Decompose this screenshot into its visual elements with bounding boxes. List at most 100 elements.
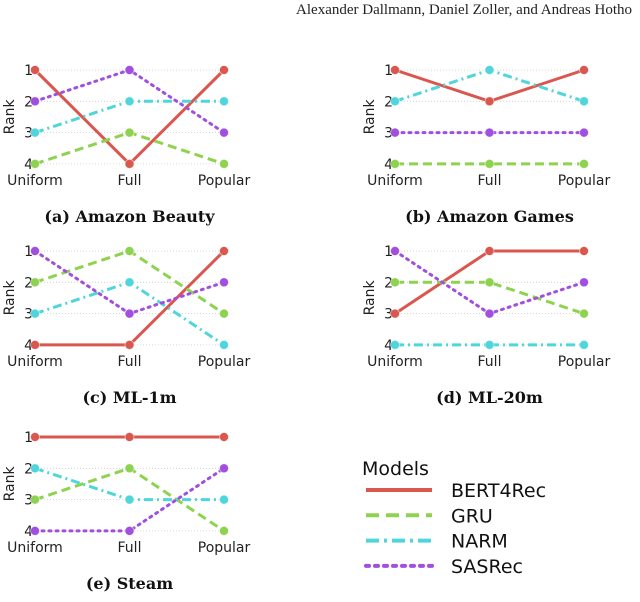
x-tick-label: Popular — [198, 173, 251, 189]
y-tick-label: 4 — [384, 157, 393, 173]
data-point-bert4rec — [30, 432, 40, 442]
chart-panel: 1 2 3 4 Rank Uniform Full Popular (c) ML-1m — [2, 244, 250, 407]
x-tick-label: Full — [478, 173, 502, 189]
x-tick-label: Full — [478, 354, 502, 370]
data-point-narm — [30, 463, 40, 474]
data-point-sasrec — [390, 127, 400, 138]
legend-label: SASRec — [451, 556, 523, 578]
legend-label: BERT4Rec — [451, 480, 546, 502]
data-point-bert4rec — [219, 432, 229, 442]
data-point-gru — [579, 308, 589, 319]
x-tick-label: Popular — [198, 540, 251, 556]
data-point-gru — [30, 277, 40, 288]
data-point-narm — [484, 339, 495, 350]
x-tick-label: Full — [118, 173, 142, 189]
data-point-narm — [124, 494, 135, 505]
x-tick-label: Uniform — [7, 540, 63, 556]
legend-label: NARM — [451, 531, 508, 553]
data-point-bert4rec — [579, 65, 589, 75]
panel-caption: (a) Amazon Beauty — [44, 207, 215, 226]
y-tick-label: 2 — [24, 461, 33, 477]
data-point-bert4rec — [484, 96, 495, 107]
data-point-narm — [484, 65, 495, 75]
data-point-gru — [219, 526, 229, 536]
data-point-narm — [30, 127, 40, 138]
data-point-narm — [579, 96, 589, 107]
data-point-narm — [579, 339, 589, 350]
x-tick-label: Uniform — [7, 354, 63, 370]
y-axis-label: Rank — [362, 99, 378, 135]
legend-title: Models — [362, 458, 429, 480]
y-tick-label: 1 — [384, 244, 393, 260]
data-point-narm — [124, 277, 135, 288]
y-axis-label: Rank — [2, 280, 18, 316]
x-tick-label: Uniform — [367, 173, 423, 189]
data-point-gru — [124, 463, 135, 474]
data-point-gru — [484, 277, 495, 288]
data-point-sasrec — [219, 127, 229, 138]
y-axis-label: Rank — [362, 280, 378, 316]
panel-caption: (c) ML-1m — [82, 388, 176, 407]
chart-panel: 1 2 3 4 Rank Uniform Full Popular (d) ML-20m — [362, 244, 610, 407]
data-point-bert4rec — [124, 432, 135, 442]
x-tick-label: Popular — [558, 354, 611, 370]
y-axis-label: Rank — [2, 99, 18, 135]
x-tick-label: Uniform — [367, 354, 423, 370]
chart-panel: 1 2 3 4 Rank Uniform Full Popular (b) Amazon Gam… — [362, 63, 610, 226]
data-point-sasrec — [579, 127, 589, 138]
data-point-sasrec — [484, 308, 495, 319]
data-point-narm — [390, 339, 400, 350]
panel-caption: (d) ML-20m — [436, 388, 543, 407]
data-point-narm — [124, 96, 135, 107]
legend: Models BERT4Rec GRU NARM SASRec — [362, 458, 546, 578]
panel-caption: (e) Steam — [86, 574, 173, 593]
data-point-sasrec — [219, 463, 229, 474]
y-tick-label: 2 — [24, 275, 33, 291]
legend-label: GRU — [451, 505, 493, 527]
data-point-gru — [219, 158, 229, 169]
data-point-sasrec — [30, 526, 40, 536]
data-point-narm — [30, 308, 40, 319]
data-point-sasrec — [124, 308, 135, 319]
data-point-bert4rec — [579, 246, 589, 256]
y-tick-label: 3 — [24, 307, 33, 323]
data-point-bert4rec — [30, 339, 40, 350]
data-point-gru — [30, 158, 40, 169]
x-tick-label: Full — [118, 354, 142, 370]
x-tick-label: Uniform — [7, 173, 63, 189]
data-point-bert4rec — [124, 339, 135, 350]
data-point-sasrec — [30, 246, 40, 256]
y-tick-label: 3 — [384, 126, 393, 142]
y-tick-label: 1 — [384, 63, 393, 79]
data-point-bert4rec — [484, 246, 495, 256]
y-tick-label: 1 — [24, 430, 33, 446]
data-point-sasrec — [484, 127, 495, 138]
y-tick-label: 2 — [384, 94, 393, 110]
x-tick-label: Full — [118, 540, 142, 556]
data-point-sasrec — [219, 277, 229, 288]
data-point-gru — [579, 158, 589, 169]
data-point-sasrec — [124, 526, 135, 536]
y-tick-label: 1 — [24, 63, 33, 79]
series-line-gru — [395, 280, 585, 316]
panel-caption: (b) Amazon Games — [405, 207, 574, 226]
data-point-bert4rec — [390, 65, 400, 75]
data-point-bert4rec — [390, 308, 400, 319]
data-point-gru — [124, 127, 135, 138]
y-tick-label: 2 — [24, 94, 33, 110]
data-point-gru — [219, 308, 229, 319]
data-point-narm — [219, 96, 229, 107]
data-point-narm — [219, 494, 229, 505]
y-tick-label: 2 — [384, 275, 393, 291]
y-tick-label: 4 — [384, 338, 393, 354]
x-tick-label: Popular — [558, 173, 611, 189]
data-point-sasrec — [124, 65, 135, 75]
data-point-narm — [390, 96, 400, 107]
data-point-sasrec — [579, 277, 589, 288]
data-point-bert4rec — [219, 246, 229, 256]
y-tick-label: 4 — [24, 157, 33, 173]
data-point-gru — [390, 158, 400, 169]
data-point-gru — [30, 494, 40, 505]
data-point-sasrec — [390, 246, 400, 256]
